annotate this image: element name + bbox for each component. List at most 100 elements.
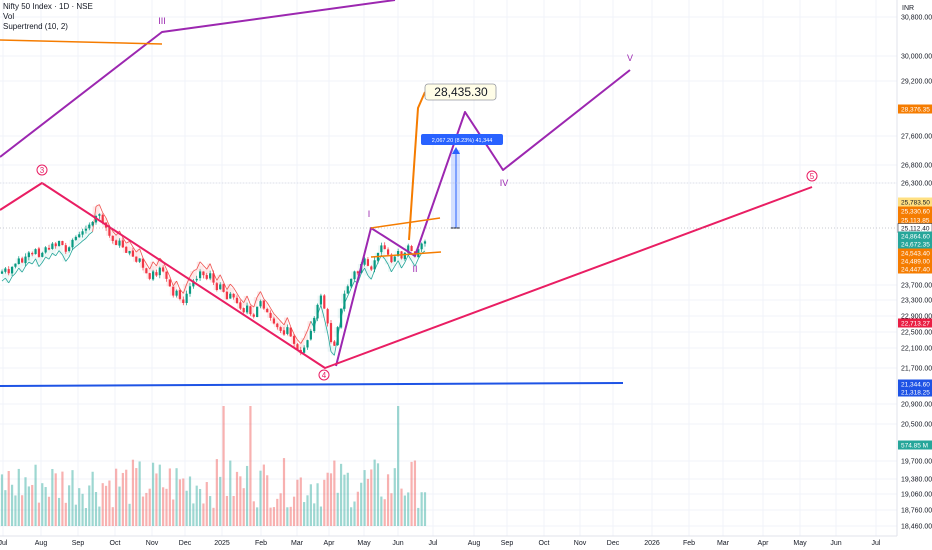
supertrend-segment — [253, 296, 258, 308]
supertrend-segment — [226, 283, 231, 290]
candle-body — [61, 241, 64, 246]
wave-label-V: V — [627, 53, 633, 63]
price-marker-label: 24,447.40 — [901, 267, 930, 274]
supertrend-fill — [401, 252, 406, 263]
supertrend-segment — [15, 267, 20, 274]
symbol-label[interactable]: Nifty 50 Index · 1D · NSE — [3, 2, 93, 11]
supertrend-segment — [414, 258, 419, 267]
volume-label[interactable]: Vol — [3, 12, 15, 21]
candle-body — [397, 251, 400, 257]
supertrend-fill — [139, 258, 144, 268]
supertrend-fill — [247, 304, 251, 315]
price-marker-label: 574.85 M — [901, 443, 928, 450]
supertrend-segment — [68, 249, 73, 258]
candle-body — [78, 234, 81, 238]
supertrend-segment — [139, 248, 144, 259]
supertrend-segment — [189, 270, 194, 277]
price-tick-label: 18,460.00 — [901, 524, 932, 531]
supertrend-segment — [270, 307, 275, 314]
volume-bar — [14, 495, 17, 526]
supertrend-fill — [38, 252, 43, 263]
supertrend-segment — [82, 238, 87, 242]
candle-body — [178, 290, 182, 299]
candle-body — [68, 247, 71, 252]
candle-body — [336, 327, 339, 346]
price-tick-label: 21,700.00 — [901, 366, 932, 373]
candle-body — [188, 286, 192, 294]
supertrend-segment — [387, 264, 392, 272]
candle-body — [245, 305, 249, 313]
candle-body — [71, 239, 74, 248]
candle-body — [31, 252, 34, 255]
candle-body — [121, 240, 124, 248]
supertrend-segment — [276, 317, 281, 322]
price-tick-label: 18,760.00 — [901, 508, 932, 515]
volume-bar — [151, 462, 155, 526]
price-marker — [898, 379, 932, 389]
supertrend-segment — [193, 268, 197, 272]
volume-bar — [276, 498, 279, 526]
candle-body — [279, 327, 282, 331]
supertrend-fill — [119, 237, 124, 248]
supertrend-segment — [85, 234, 90, 239]
supertrend-label[interactable]: Supertrend (10, 2) — [3, 22, 68, 31]
supertrend-segment — [229, 283, 234, 289]
supertrend-fill — [8, 266, 13, 277]
supertrend-segment — [21, 266, 26, 273]
supertrend-fill — [173, 281, 177, 291]
price-marker-label: 22,713.27 — [901, 321, 930, 328]
support-line — [0, 382, 624, 387]
volume-bar — [346, 472, 349, 526]
supertrend-segment — [179, 289, 184, 294]
price-tick-label: 22,500.00 — [901, 330, 932, 337]
time-tick-label: May — [793, 540, 807, 547]
volume-bar — [185, 490, 188, 526]
volume-bar — [370, 469, 373, 526]
supertrend-fill — [317, 295, 322, 306]
supertrend-fill — [122, 243, 127, 253]
supertrend-fill — [418, 243, 422, 254]
supertrend-fill — [55, 240, 60, 251]
time-tick-label: Jul — [429, 540, 438, 547]
supertrend-segment — [98, 204, 104, 213]
supertrend-fill — [12, 263, 16, 274]
time-tick-label: Mar — [717, 540, 730, 547]
supertrend-fill — [200, 265, 204, 276]
volume-bar — [84, 507, 88, 526]
candle-body — [47, 247, 51, 250]
price-marker — [898, 215, 932, 225]
wedge-upper — [370, 217, 441, 229]
supertrend-segment — [256, 291, 261, 298]
supertrend-fill — [49, 243, 53, 254]
price-marker-label: 25,330.60 — [901, 209, 930, 216]
supertrend-segment — [397, 260, 402, 269]
volume-bar — [420, 492, 423, 526]
supertrend-segment — [199, 261, 204, 266]
volume-bar — [172, 499, 175, 526]
candle-body — [168, 279, 171, 287]
volume-bar — [44, 487, 47, 526]
price-marker — [898, 264, 932, 274]
volume-bar — [329, 473, 333, 526]
wave-label-IV: IV — [500, 178, 509, 188]
supertrend-fill — [183, 284, 187, 294]
supertrend-fill — [15, 258, 20, 269]
time-axis: Jul Aug Sep Oct Nov Dec 2025 Feb Mar Apr May Jun Jul… — [0, 535, 897, 547]
price-marker — [898, 206, 932, 216]
candle-body — [192, 280, 195, 287]
volume-bar — [0, 474, 4, 526]
supertrend-fill — [398, 258, 402, 269]
supertrend-fill — [176, 289, 181, 299]
price-marker-label: 21,344.60 — [901, 382, 930, 389]
time-tick-label: Nov — [574, 540, 587, 547]
supertrend-segment — [260, 291, 265, 300]
volume-bar — [232, 495, 235, 526]
time-tick-label: Jul — [0, 540, 8, 547]
volume-bar — [413, 460, 417, 526]
volume-bar — [115, 468, 118, 526]
candle-body — [24, 256, 27, 264]
candle-body — [44, 247, 47, 253]
supertrend-fill — [143, 263, 147, 274]
price-marker-label: 25,783.50 — [901, 200, 930, 207]
